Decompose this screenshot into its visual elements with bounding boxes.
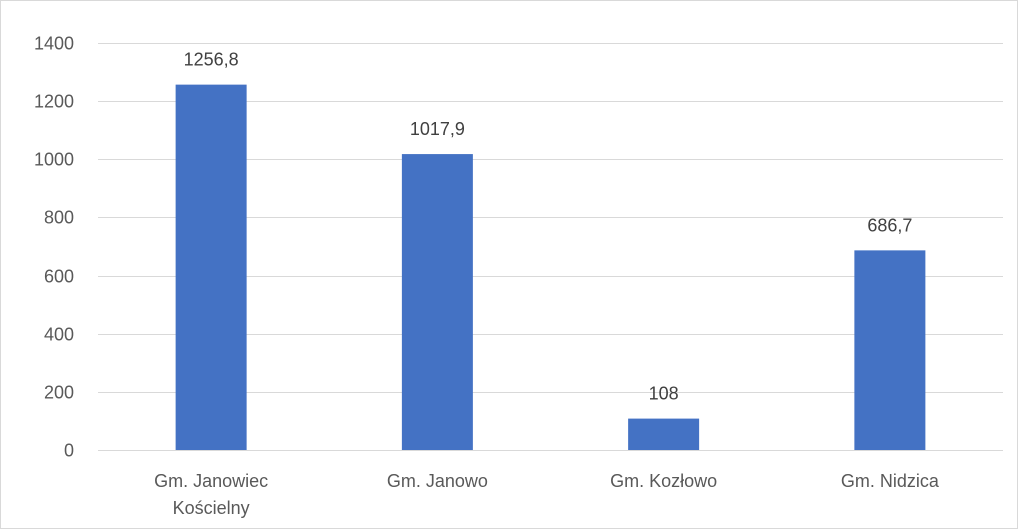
data-label-2: 1017,9 (410, 119, 465, 139)
bar-3 (628, 418, 700, 450)
y-tick-label-400: 400 (44, 325, 74, 345)
y-tick-label-800: 800 (44, 208, 74, 228)
gridlines (98, 43, 1003, 451)
y-tick-label-0: 0 (64, 441, 74, 461)
y-axis-tick-labels: 0 200 400 600 800 1000 1200 1400 (34, 34, 74, 461)
y-tick-label-1200: 1200 (34, 92, 74, 112)
data-labels: 1256,8 1017,9 108 686,7 (184, 50, 913, 404)
y-tick-label-1400: 1400 (34, 34, 74, 54)
y-tick-label-200: 200 (44, 383, 74, 403)
x-axis-category-labels: Gm. Janowiec Kościelny Gm. Janowo Gm. Kozło… (154, 471, 940, 518)
bar-2 (401, 154, 473, 451)
category-label-4: Gm. Nidzica (841, 471, 940, 491)
y-tick-label-1000: 1000 (34, 150, 74, 170)
bars (175, 84, 926, 451)
data-label-4: 686,7 (867, 215, 912, 235)
data-label-1: 1256,8 (184, 50, 239, 70)
bar-4 (854, 250, 926, 450)
data-label-3: 108 (649, 384, 679, 404)
category-label-3: Gm. Kozłowo (610, 471, 717, 491)
category-label-2: Gm. Janowo (387, 471, 488, 491)
category-label-1: Gm. Janowiec Kościelny (154, 471, 268, 518)
bar-1 (175, 84, 247, 451)
y-tick-label-600: 600 (44, 267, 74, 287)
